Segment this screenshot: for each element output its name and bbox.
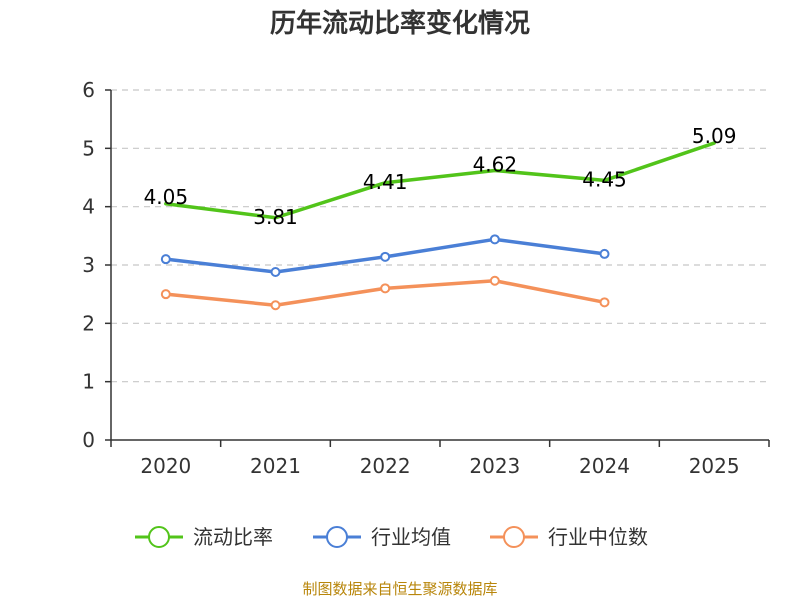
- y-tick-label: 1: [82, 370, 95, 394]
- data-point: [160, 254, 171, 265]
- data-point: [599, 248, 610, 259]
- data-point: [380, 283, 391, 294]
- x-tick-label: 2022: [360, 454, 411, 478]
- legend-marker-3: [503, 526, 525, 548]
- legend-label-2: 行业均值: [371, 525, 451, 549]
- y-tick-label: 0: [82, 428, 95, 452]
- gridlines: [111, 89, 769, 383]
- data-label: 4.05: [144, 185, 189, 209]
- data-label: 4.45: [582, 167, 627, 191]
- series-group: [160, 141, 716, 311]
- data-label: 4.62: [473, 153, 518, 177]
- data-label: 3.81: [253, 205, 298, 229]
- data-point: [599, 297, 610, 308]
- y-tick-label: 2: [82, 311, 95, 335]
- data-point: [380, 251, 391, 262]
- data-point: [270, 267, 281, 277]
- legend: 流动比率 行业均值 行业中位数: [135, 525, 648, 549]
- y-tick-label: 4: [82, 195, 95, 219]
- y-tick-label: 6: [82, 78, 95, 102]
- y-axis-ticks: 0 1 2 3 4 5 6: [82, 78, 111, 452]
- x-axis-ticks: 2020 2021 2022 2023 2024 2025: [110, 440, 770, 478]
- data-point: [270, 300, 281, 311]
- x-tick-label: 2021: [250, 454, 301, 478]
- chart-title: 历年流动比率变化情况: [270, 8, 530, 39]
- data-point: [489, 234, 500, 245]
- legend-marker-2: [326, 526, 348, 548]
- data-point: [489, 275, 500, 286]
- legend-label-1: 流动比率: [193, 525, 273, 549]
- series-line-1: [164, 141, 716, 220]
- legend-label-3: 行业中位数: [548, 525, 648, 549]
- y-tick-label: 3: [82, 253, 95, 277]
- source-note: 制图数据来自恒生聚源数据库: [302, 580, 497, 598]
- data-point: [160, 289, 171, 300]
- data-labels: 4.05 3.81 4.41 4.62 4.45 5.09: [144, 124, 737, 229]
- y-tick-label: 5: [82, 136, 95, 160]
- x-tick-label: 2025: [689, 454, 740, 478]
- data-label: 4.41: [363, 170, 408, 194]
- x-tick-label: 2023: [469, 454, 520, 478]
- x-tick-label: 2024: [579, 454, 630, 478]
- legend-marker-1: [148, 526, 170, 548]
- data-label: 5.09: [692, 124, 737, 148]
- x-tick-label: 2020: [140, 454, 191, 478]
